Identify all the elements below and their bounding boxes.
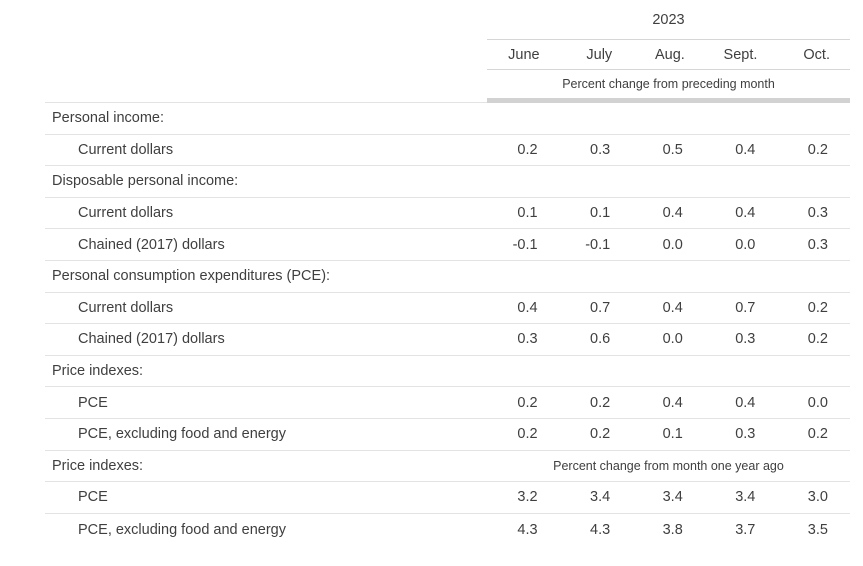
row-label: Current dollars	[78, 205, 174, 222]
table-row: Chained (2017) dollars 0.3 0.6 0.0 0.3 0…	[45, 324, 850, 356]
row-label: Price indexes:	[52, 457, 144, 474]
value-cell: 0.4	[517, 299, 538, 316]
header-columns: 2023 June July Aug. Sept. Oct. Percent c…	[487, 0, 850, 103]
value-cell: 0.4	[662, 394, 683, 411]
value-cell: 0.0	[735, 236, 756, 253]
value-cell: 0.3	[735, 331, 756, 348]
value-cell: 0.2	[590, 426, 611, 443]
row-label: Personal income:	[52, 110, 165, 127]
value-cell: 3.4	[735, 489, 756, 506]
value-cell: 3.4	[662, 489, 683, 506]
value-cell: 0.3	[735, 426, 756, 443]
month-header-row: June July Aug. Sept. Oct.	[487, 40, 850, 70]
table-row: Price indexes: Percent change from month…	[45, 451, 850, 483]
row-label: Chained (2017) dollars	[78, 236, 225, 253]
table-row: Personal consumption expenditures (PCE):	[45, 261, 850, 293]
table-row: Current dollars 0.1 0.1 0.4 0.4 0.3	[45, 198, 850, 230]
value-cell: 3.0	[807, 489, 828, 506]
table-row: Disposable personal income:	[45, 166, 850, 198]
unit-note-label: Percent change from month one year ago	[553, 458, 784, 473]
value-cell: 0.3	[517, 331, 538, 348]
table-row: PCE 0.2 0.2 0.4 0.4 0.0	[45, 387, 850, 419]
table-row: Current dollars 0.2 0.3 0.5 0.4 0.2	[45, 135, 850, 167]
row-label: PCE	[78, 489, 108, 506]
month-header: Sept.	[723, 46, 758, 63]
value-cell: 0.7	[590, 299, 611, 316]
row-label: Personal consumption expenditures (PCE):	[52, 268, 331, 285]
value-cell: 0.4	[662, 205, 683, 222]
row-label: PCE, excluding food and energy	[78, 426, 286, 443]
value-cell: 3.2	[517, 489, 538, 506]
table-row: Current dollars 0.4 0.7 0.4 0.7 0.2	[45, 293, 850, 325]
value-cell: 0.4	[735, 205, 756, 222]
value-cell: 0.1	[662, 426, 683, 443]
economic-data-table: 2023 June July Aug. Sept. Oct. Percent c…	[45, 0, 850, 545]
value-cell: 0.4	[662, 299, 683, 316]
value-cell: -0.1	[585, 236, 611, 253]
value-cell: 0.2	[517, 394, 538, 411]
value-cell: 3.5	[807, 521, 828, 538]
value-cell: 0.2	[807, 141, 828, 158]
table-row: PCE, excluding food and energy 4.3 4.3 3…	[45, 514, 850, 546]
value-cell: 0.2	[517, 141, 538, 158]
value-cell: 4.3	[517, 521, 538, 538]
table-row: PCE 3.2 3.4 3.4 3.4 3.0	[45, 482, 850, 514]
year-header: 2023	[652, 11, 685, 28]
value-cell: 0.0	[807, 394, 828, 411]
row-label: Chained (2017) dollars	[78, 331, 225, 348]
month-header: Oct.	[803, 46, 830, 63]
year-header-row: 2023	[487, 0, 850, 40]
month-header: Aug.	[654, 46, 685, 63]
value-cell: 4.3	[590, 521, 611, 538]
header-divider-bar	[487, 98, 850, 103]
row-label: Price indexes:	[52, 363, 144, 380]
month-header: July	[586, 46, 613, 63]
value-cell: 0.2	[590, 394, 611, 411]
row-label: PCE	[78, 394, 108, 411]
value-cell: 0.0	[662, 331, 683, 348]
value-cell: 0.1	[590, 205, 611, 222]
value-cell: 0.4	[735, 141, 756, 158]
row-label: Current dollars	[78, 141, 174, 158]
value-cell: 0.1	[517, 205, 538, 222]
header-left-spacer	[45, 0, 487, 103]
value-cell: 3.8	[662, 521, 683, 538]
unit-header-label: Percent change from preceding month	[562, 77, 775, 91]
value-cell: 0.4	[735, 394, 756, 411]
row-label: Current dollars	[78, 299, 174, 316]
value-cell: 0.3	[807, 205, 828, 222]
table-row: Personal income:	[45, 103, 850, 135]
value-cell: 0.5	[662, 141, 683, 158]
value-cell: 0.6	[590, 331, 611, 348]
month-header: June	[508, 46, 540, 63]
table-row: Chained (2017) dollars -0.1 -0.1 0.0 0.0…	[45, 229, 850, 261]
value-cell: 3.7	[735, 521, 756, 538]
value-cell: 0.2	[807, 331, 828, 348]
value-cell: 0.2	[517, 426, 538, 443]
value-cell: 0.7	[735, 299, 756, 316]
value-cell: 3.4	[590, 489, 611, 506]
value-cell: 0.3	[590, 141, 611, 158]
table-row: PCE, excluding food and energy 0.2 0.2 0…	[45, 419, 850, 451]
value-cell: 0.0	[662, 236, 683, 253]
row-label: PCE, excluding food and energy	[78, 521, 286, 538]
value-cell: 0.3	[807, 236, 828, 253]
row-label: Disposable personal income:	[52, 173, 239, 190]
value-cell: -0.1	[512, 236, 538, 253]
table-row: Price indexes:	[45, 356, 850, 388]
table-header: 2023 June July Aug. Sept. Oct. Percent c…	[45, 0, 850, 103]
value-cell: 0.2	[807, 426, 828, 443]
unit-header-row: Percent change from preceding month	[487, 70, 850, 98]
value-cell: 0.2	[807, 299, 828, 316]
